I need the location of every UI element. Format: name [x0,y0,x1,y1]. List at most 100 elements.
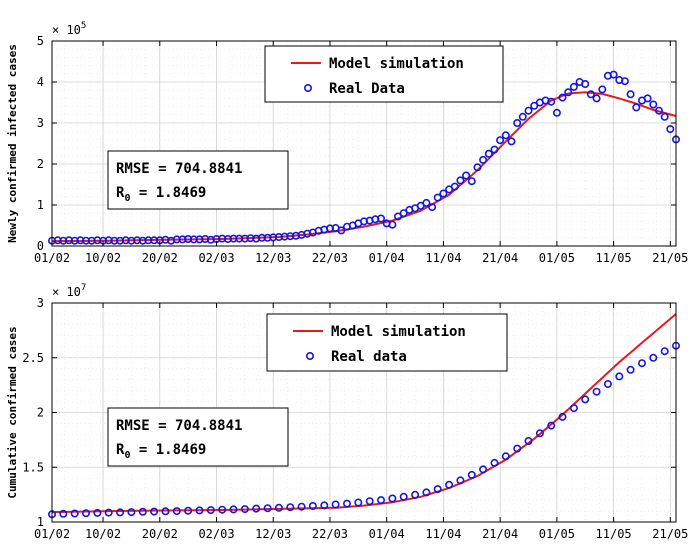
data-point-marker [104,508,113,517]
data-point-marker [320,501,329,510]
x-tick-label: 11/04 [425,251,461,265]
bottom-chart-legend-data-label: Real data [331,349,407,365]
x-tick-label: 12/03 [255,527,291,541]
data-point-marker [632,103,641,112]
data-point-marker [592,387,601,396]
data-point-marker [428,203,437,212]
data-point-marker [490,458,499,467]
x-tick-label: 11/05 [596,251,632,265]
bottom-chart-annotation: RMSE = 704.8841 R0 = 1.8469 [107,407,289,467]
data-point-marker [535,429,544,438]
y-tick-label: 0 [37,239,44,253]
data-point-marker [354,498,363,507]
data-point-marker [286,503,295,512]
data-point-marker [467,470,476,479]
data-point-marker [524,436,533,445]
data-point-marker [649,353,658,362]
x-tick-label: 21/05 [652,527,688,541]
data-point-marker [507,137,516,146]
y-tick-label: 1 [37,515,44,529]
data-point-marker [501,452,510,461]
y-tick-label: 2 [37,157,44,171]
x-tick-label: 21/05 [652,251,688,265]
x-tick-label: 21/04 [482,251,518,265]
data-point-marker [626,365,635,374]
data-point-marker [666,125,675,134]
top-chart-r0-text: R0 = 1.8469 [116,185,206,204]
data-point-marker [240,505,249,514]
data-point-marker [376,496,385,505]
data-point-marker [399,209,408,218]
data-point-marker [467,177,476,186]
x-tick-label: 01/04 [369,251,405,265]
y-tick-label: 2 [37,406,44,420]
bottom-chart-y-axis-label: Cumulative confirmed cases [6,326,19,498]
y-tick-label: 3 [37,296,44,310]
data-point-marker [643,94,652,103]
data-point-marker [376,214,385,223]
data-point-marker [308,501,317,510]
top-chart-annotation: RMSE = 704.8841 R0 = 1.8469 [107,150,289,210]
x-tick-label: 20/02 [142,527,178,541]
data-point-marker [252,504,261,513]
data-point-marker [456,176,465,185]
bottom-chart-legend-box [266,313,508,372]
data-point-marker [609,70,618,79]
top-chart-legend-data-label: Real Data [329,81,405,97]
bottom-chart-legend-marker-swatch [305,351,314,360]
top-chart-ticks: 01/02 10/02 20/02 02/03 12/03 22/03 01/04 11/04… [34,34,688,265]
data-point-marker [569,82,578,91]
top-chart-legend-model-label: Model simulation [329,56,464,72]
x-tick-label: 22/03 [312,251,348,265]
data-point-marker [342,499,351,508]
x-tick-label: 11/04 [425,527,461,541]
data-point-marker [456,476,465,485]
y-tick-label: 1 [37,198,44,212]
data-point-marker [649,100,658,109]
top-chart-marks [47,70,680,245]
data-point-marker [445,480,454,489]
data-point-marker [393,212,402,221]
data-point-marker [518,112,527,121]
top-chart-annotation-box [107,150,289,210]
data-point-marker [484,149,493,158]
data-point-marker [637,359,646,368]
x-tick-label: 01/02 [34,527,70,541]
data-point-marker [439,189,448,198]
data-point-marker [172,507,181,516]
data-point-marker [660,112,669,121]
data-point-marker [501,131,510,140]
x-tick-label: 22/03 [312,527,348,541]
data-point-marker [127,508,136,517]
data-point-marker [263,504,272,513]
x-tick-label: 01/02 [34,251,70,265]
data-point-marker [138,507,147,516]
data-point-marker [274,503,283,512]
bottom-chart-rmse-text: RMSE = 704.8841 [116,418,242,434]
data-point-marker [479,155,488,164]
bottom-chart-legend-model-label: Model simulation [331,324,466,340]
data-point-marker [660,347,669,356]
data-point-marker [462,171,471,180]
bottom-chart-marks [47,313,680,519]
y-tick-label: 2.5 [22,351,44,365]
data-point-marker [620,77,629,86]
data-point-marker [229,505,238,514]
data-point-marker [388,220,397,229]
data-point-marker [524,106,533,115]
data-point-marker [490,145,499,154]
data-point-marker [399,492,408,501]
data-point-marker [116,508,125,517]
data-point-marker [411,490,420,499]
data-point-marker [150,507,159,516]
data-point-marker [206,506,215,515]
top-chart-y-axis-label: Newly confirmed infected cases [6,44,19,243]
data-point-marker [479,465,488,474]
data-point-marker [592,94,601,103]
bottom-chart-legend: Model simulation Real data [266,313,508,372]
x-tick-label: 11/05 [596,527,632,541]
data-point-marker [654,106,663,115]
data-point-marker [93,508,102,517]
data-point-marker [569,404,578,413]
bottom-chart-annotation-box [107,407,289,467]
